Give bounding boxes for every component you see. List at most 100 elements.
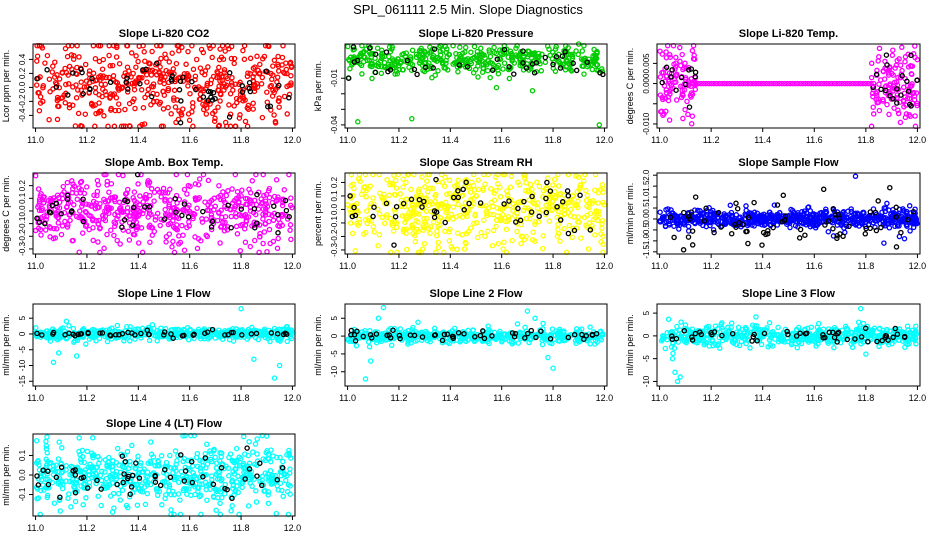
data-point bbox=[429, 74, 435, 81]
data-point bbox=[126, 237, 133, 243]
data-point bbox=[880, 218, 886, 224]
data-point bbox=[592, 214, 599, 221]
data-point bbox=[672, 66, 678, 72]
data-point bbox=[367, 45, 373, 51]
data-point bbox=[727, 202, 734, 209]
data-point bbox=[761, 213, 768, 220]
data-point bbox=[491, 44, 497, 51]
data-point bbox=[232, 203, 239, 210]
data-point bbox=[862, 231, 869, 237]
data-point bbox=[116, 107, 122, 114]
data-point bbox=[250, 106, 256, 112]
data-point bbox=[409, 47, 416, 54]
data-point bbox=[388, 342, 395, 349]
data-point bbox=[593, 209, 600, 215]
data-point bbox=[488, 199, 495, 206]
data-point bbox=[506, 198, 512, 204]
data-point bbox=[518, 240, 524, 247]
data-point bbox=[529, 193, 535, 200]
data-point bbox=[151, 189, 158, 195]
x-tick-label: 11.6 bbox=[493, 135, 510, 145]
data-point bbox=[542, 59, 549, 66]
data-point bbox=[787, 80, 793, 87]
data-point bbox=[131, 96, 137, 102]
data-point bbox=[142, 195, 149, 201]
data-point bbox=[434, 58, 440, 64]
data-point bbox=[524, 308, 531, 314]
data-point bbox=[237, 112, 243, 118]
data-point bbox=[64, 224, 71, 230]
data-point bbox=[46, 76, 53, 82]
data-point bbox=[546, 46, 552, 52]
data-point bbox=[254, 53, 260, 60]
data-point bbox=[690, 56, 697, 62]
data-point bbox=[487, 74, 493, 81]
data-point bbox=[243, 217, 250, 224]
data-point bbox=[122, 191, 129, 197]
data-point bbox=[447, 226, 453, 232]
data-point bbox=[878, 86, 884, 93]
data-point bbox=[586, 220, 593, 226]
y-tick-label: -1.5 bbox=[642, 244, 651, 258]
data-point bbox=[575, 214, 582, 220]
data-point bbox=[457, 44, 463, 50]
data-point bbox=[587, 341, 593, 347]
y-tick-label: 0.000 bbox=[642, 73, 651, 94]
data-point bbox=[579, 48, 586, 54]
data-point bbox=[79, 69, 85, 76]
data-point bbox=[710, 213, 717, 220]
data-point bbox=[392, 213, 399, 220]
data-point bbox=[415, 228, 422, 235]
data-point bbox=[47, 88, 53, 95]
data-point bbox=[409, 61, 416, 68]
data-point bbox=[166, 59, 173, 65]
data-point bbox=[912, 113, 918, 119]
data-point bbox=[127, 338, 133, 344]
data-point bbox=[474, 48, 481, 55]
data-point bbox=[898, 229, 904, 236]
data-point bbox=[193, 86, 199, 93]
data-point bbox=[351, 204, 357, 211]
data-point bbox=[464, 213, 470, 220]
data-point bbox=[98, 108, 104, 114]
data-point bbox=[789, 80, 796, 87]
data-point bbox=[217, 240, 223, 246]
data-point bbox=[435, 68, 441, 74]
data-point bbox=[512, 213, 518, 219]
data-point bbox=[56, 76, 63, 82]
data-point bbox=[112, 107, 119, 114]
data-point bbox=[389, 46, 395, 52]
chart-title: Slope Amb. Box Temp. bbox=[105, 157, 224, 169]
data-point bbox=[708, 80, 715, 87]
data-point bbox=[781, 80, 788, 87]
data-point bbox=[560, 61, 566, 67]
data-point bbox=[400, 200, 407, 207]
data-point bbox=[275, 211, 281, 218]
data-point bbox=[444, 53, 450, 60]
data-point bbox=[165, 104, 171, 111]
data-point bbox=[685, 234, 692, 240]
data-point bbox=[79, 230, 86, 236]
data-point bbox=[567, 197, 574, 204]
data-point bbox=[750, 80, 757, 87]
data-point bbox=[466, 200, 472, 207]
data-point bbox=[46, 209, 53, 215]
data-point bbox=[663, 87, 670, 93]
data-point bbox=[737, 80, 743, 87]
data-point bbox=[670, 350, 676, 357]
data-point bbox=[418, 48, 424, 54]
data-point bbox=[857, 80, 864, 87]
data-point bbox=[470, 201, 477, 207]
data-point bbox=[593, 67, 600, 73]
x-tick-label: 11.2 bbox=[79, 393, 96, 403]
data-point bbox=[675, 217, 682, 224]
data-point bbox=[420, 227, 427, 233]
data-point bbox=[461, 246, 468, 252]
data-point bbox=[880, 96, 886, 103]
x-tick-label: 11.8 bbox=[857, 261, 874, 271]
data-point bbox=[505, 54, 511, 60]
data-point bbox=[659, 51, 666, 57]
data-point bbox=[873, 227, 880, 234]
